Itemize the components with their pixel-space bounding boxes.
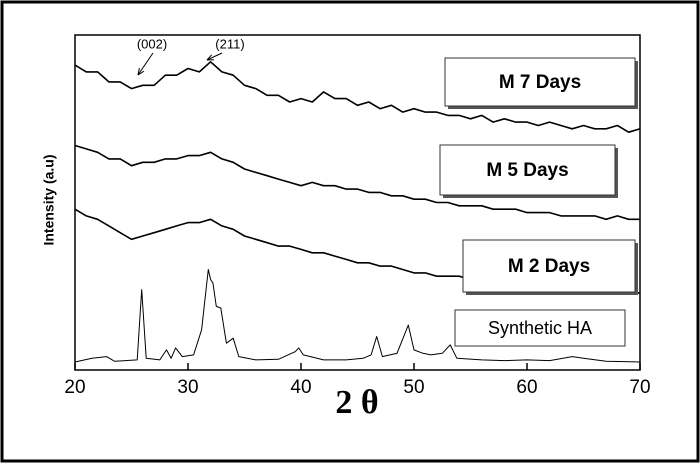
x-tick-label: 60 [516,377,537,398]
series-line [74,144,640,221]
x-tick-label: 20 [64,377,85,398]
series-label: M 7 Days [499,72,581,93]
label-box [439,144,616,196]
arrow-head [137,68,145,76]
x-tick-label: 50 [403,377,424,398]
series-line [74,61,641,133]
x-tick-label: 40 [290,377,311,398]
x-tick-label: 30 [177,377,198,398]
y-axis-label: Intensity (a.u) [41,154,57,245]
annotation: (211) [215,36,244,51]
series-label: M 5 Days [486,160,568,181]
x-tick-label: 70 [629,377,650,398]
annotation-arrow [137,52,154,76]
label-box [462,239,636,293]
plot-frame [74,34,641,371]
annotation-arrow [206,52,223,61]
series-label: M 2 Days [508,256,590,277]
x-axis-label: 2 θ [335,384,378,421]
series-label: Synthetic HA [488,318,592,338]
label-box [444,57,636,107]
annotation: (002) [137,36,167,51]
label-box [454,309,626,347]
arrow-head [206,54,215,61]
series-line [74,269,641,363]
